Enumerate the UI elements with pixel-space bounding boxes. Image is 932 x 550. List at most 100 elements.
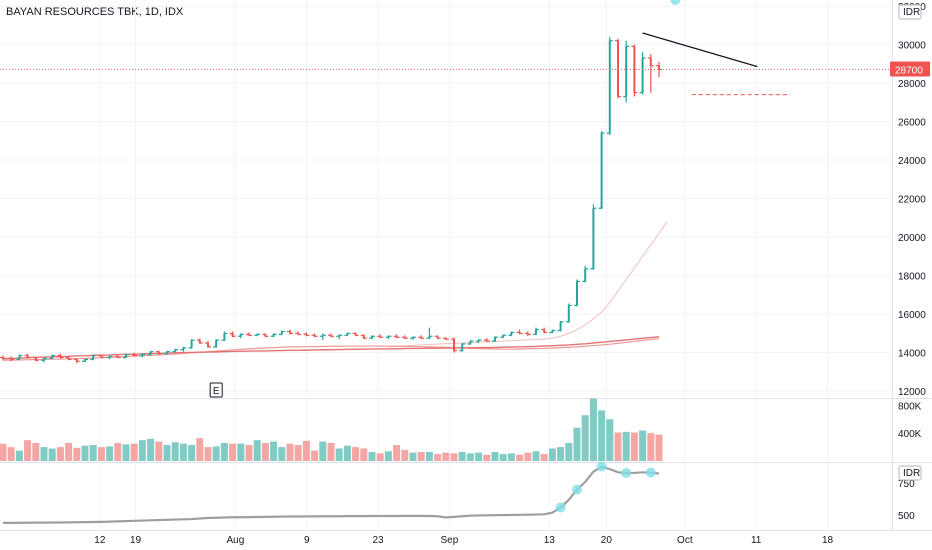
- volume-bar: [466, 453, 474, 461]
- volume-bar: [425, 451, 433, 461]
- candle: [114, 354, 121, 359]
- volume-bar: [491, 451, 499, 461]
- volume-bar: [196, 438, 204, 461]
- price-tick-label: 24000: [898, 156, 926, 167]
- volume-bar: [122, 444, 130, 461]
- candle: [385, 335, 392, 340]
- ma-slow-line: [2, 335, 660, 360]
- volume-bar: [229, 443, 237, 461]
- candle-body: [207, 343, 209, 347]
- volume-bar: [598, 410, 606, 461]
- candle-body: [59, 355, 62, 358]
- volume-bar: [516, 454, 524, 461]
- volume-pane: [0, 398, 663, 461]
- candle: [131, 352, 138, 357]
- indicator-marker: [555, 502, 566, 513]
- candle: [623, 40, 630, 103]
- candle-body: [502, 335, 505, 338]
- candle: [164, 350, 170, 355]
- candle-body: [576, 281, 578, 306]
- time-tick-label: 20: [601, 535, 613, 546]
- volume-bar: [81, 445, 89, 461]
- volume-bar: [540, 454, 548, 461]
- volume-bar: [524, 452, 532, 461]
- indicator-marker: [621, 467, 632, 478]
- candle-body: [157, 351, 160, 354]
- price-tick-label: 12000: [898, 387, 926, 398]
- volume-bar: [97, 447, 105, 461]
- candle-body: [494, 337, 496, 342]
- volume-bar: [335, 448, 343, 461]
- currency-label: IDR: [903, 7, 920, 18]
- candle: [565, 303, 572, 323]
- indicator-line: [3, 465, 660, 524]
- candle: [434, 335, 441, 340]
- candle: [123, 353, 129, 359]
- volume-bar: [7, 447, 15, 461]
- candle: [639, 52, 646, 95]
- volume-bar: [106, 446, 114, 461]
- price-tick-label: 30000: [898, 41, 926, 52]
- candle: [106, 355, 113, 360]
- candle-body: [125, 354, 127, 358]
- volume-bar: [56, 447, 64, 461]
- volume-bar: [614, 432, 622, 461]
- candle-body: [453, 339, 455, 351]
- candle: [295, 331, 302, 336]
- time-tick-label: 18: [822, 535, 834, 546]
- candle: [98, 354, 105, 359]
- volume-bar: [220, 442, 228, 461]
- candle: [205, 341, 211, 348]
- candle-body: [567, 305, 570, 322]
- candle: [82, 358, 88, 363]
- price-tick-label: 26000: [898, 118, 926, 129]
- volume-bar: [532, 451, 540, 461]
- volume-bar: [507, 453, 515, 461]
- indicator-marker: [670, 0, 681, 5]
- candle: [213, 339, 220, 348]
- volume-bar: [327, 442, 335, 461]
- candle: [467, 340, 474, 345]
- candle-body: [371, 336, 373, 339]
- volume-tick-label: 400K: [898, 429, 922, 440]
- candle: [352, 332, 359, 337]
- volume-bar: [270, 441, 278, 461]
- indicator-currency-label: IDR: [903, 468, 920, 479]
- volume-bar: [557, 447, 565, 461]
- time-tick-label: 13: [544, 535, 556, 546]
- volume-bar: [311, 450, 319, 461]
- candle: [615, 38, 621, 99]
- volume-bar: [73, 447, 81, 461]
- candle-body: [18, 355, 21, 360]
- time-tick-label: 23: [373, 535, 385, 546]
- indicator-tick-label: 750: [898, 479, 915, 490]
- price-pane: E: [0, 32, 892, 398]
- candle: [254, 333, 261, 337]
- candle: [549, 329, 556, 334]
- candle: [516, 329, 523, 335]
- price-tick-label: 28000: [898, 79, 926, 90]
- candle-body: [633, 46, 636, 93]
- candle-body: [592, 208, 595, 269]
- candle: [557, 320, 564, 332]
- volume-bar: [171, 442, 179, 461]
- candle-body: [469, 341, 472, 344]
- indicator-marker: [645, 467, 656, 478]
- volume-bar: [499, 454, 507, 461]
- candle-body: [551, 330, 554, 333]
- candle: [344, 332, 351, 337]
- candle: [139, 353, 146, 358]
- candle-body: [428, 336, 431, 339]
- candle-body: [198, 340, 201, 344]
- candle: [16, 354, 23, 361]
- candle: [246, 332, 252, 337]
- candle-body: [584, 268, 587, 282]
- volume-bar: [573, 427, 581, 461]
- candle: [237, 333, 244, 339]
- candle: [41, 357, 47, 363]
- candle-body: [223, 333, 226, 341]
- candle: [360, 334, 367, 340]
- candle: [508, 331, 515, 337]
- candle-body: [26, 355, 29, 358]
